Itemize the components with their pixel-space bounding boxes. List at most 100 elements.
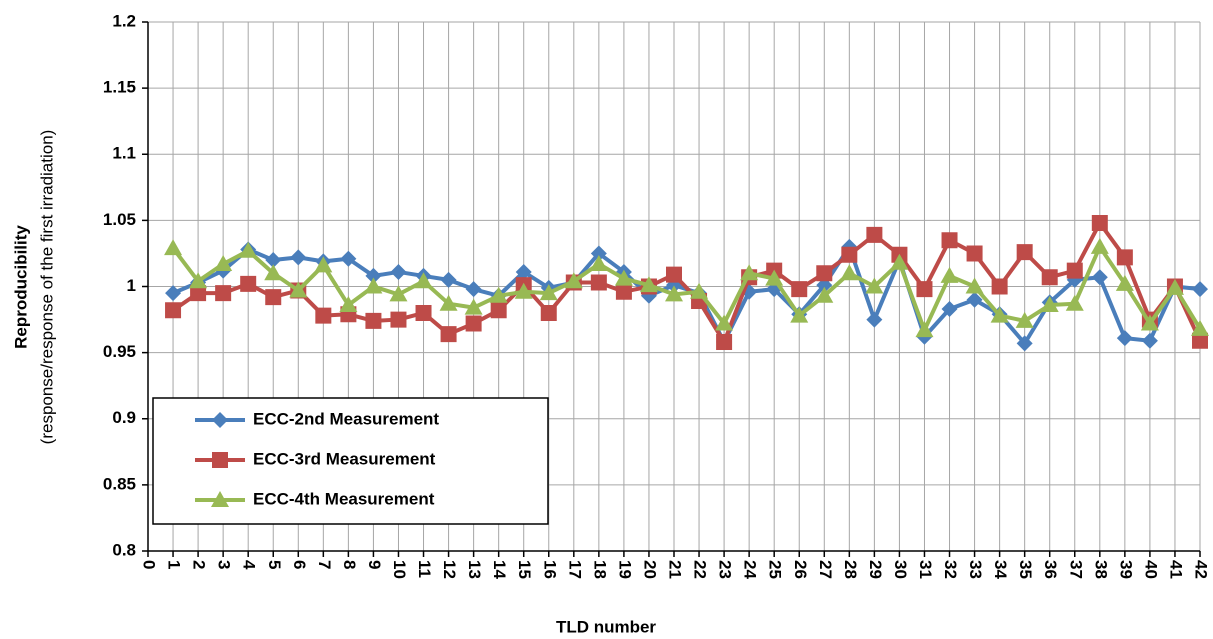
marker <box>464 298 483 315</box>
x-tick-label: 8 <box>340 560 359 569</box>
marker <box>615 283 632 300</box>
x-tick-label: 5 <box>265 560 284 569</box>
x-tick-label: 31 <box>916 560 935 579</box>
marker <box>390 311 407 328</box>
marker <box>240 275 257 292</box>
y-tick-label: 0.8 <box>112 540 136 559</box>
legend: ECC-2nd Measurement ECC-3rd Measurement EC… <box>152 397 549 525</box>
x-tick-label: 16 <box>540 560 559 579</box>
x-tick-label: 23 <box>716 560 735 579</box>
x-tick-label: 9 <box>365 560 384 569</box>
marker <box>514 282 533 299</box>
marker <box>791 281 808 298</box>
marker <box>590 245 607 262</box>
marker <box>1116 249 1133 266</box>
y-tick-label: 1.1 <box>112 144 136 163</box>
legend-label: ECC-4th Measurement <box>253 489 435 508</box>
marker <box>214 255 233 272</box>
x-tick-label: 35 <box>1016 560 1035 579</box>
marker <box>364 277 383 294</box>
marker <box>564 272 583 289</box>
x-tick-label: 34 <box>991 560 1010 579</box>
y-tick-label: 0.95 <box>103 342 136 361</box>
marker <box>1066 262 1083 279</box>
marker <box>212 452 228 468</box>
x-tick-label: 25 <box>766 560 785 579</box>
marker <box>290 249 307 266</box>
marker <box>1091 269 1108 286</box>
marker <box>315 307 332 324</box>
marker <box>1115 274 1134 291</box>
marker <box>915 321 934 338</box>
marker <box>1192 332 1208 349</box>
marker <box>539 284 558 301</box>
marker <box>365 312 382 329</box>
marker <box>414 272 433 289</box>
x-tick-label: 22 <box>691 560 710 579</box>
marker <box>716 334 733 351</box>
marker <box>415 304 432 321</box>
y-tick-label: 1.2 <box>112 11 136 30</box>
marker <box>440 326 457 343</box>
x-tick-label: 26 <box>791 560 810 579</box>
marker <box>589 255 608 272</box>
x-tick-label: 11 <box>415 560 434 578</box>
marker <box>289 281 308 298</box>
marker <box>265 289 282 306</box>
marker <box>190 285 207 302</box>
marker <box>1192 281 1208 298</box>
marker <box>941 232 958 249</box>
y-axis-title: Reproducibility <box>11 225 30 349</box>
x-tick-label: 13 <box>465 560 484 579</box>
x-tick-label: 38 <box>1091 560 1110 579</box>
marker <box>389 285 408 302</box>
marker <box>314 256 333 273</box>
x-tick-label: 30 <box>891 560 910 579</box>
x-tick-label: 33 <box>966 560 985 579</box>
marker <box>865 277 884 294</box>
y-tick-label: 0.85 <box>103 474 136 493</box>
marker <box>690 282 709 299</box>
marker <box>916 281 933 298</box>
x-tick-label: 0 <box>140 560 159 569</box>
y-tick-label: 1.15 <box>103 78 136 97</box>
y-tick-label: 1 <box>127 276 136 295</box>
x-tick-label: 15 <box>515 560 534 579</box>
marker <box>740 264 759 281</box>
x-tick-label: 19 <box>615 560 634 579</box>
marker <box>614 269 633 286</box>
marker <box>866 226 883 243</box>
x-tick-label: 6 <box>290 560 309 569</box>
marker <box>365 267 382 284</box>
marker <box>941 300 958 317</box>
marker <box>965 277 984 294</box>
marker <box>815 286 834 303</box>
x-tick-label: 29 <box>866 560 885 579</box>
marker <box>1016 335 1033 352</box>
marker <box>1091 215 1108 232</box>
series-line <box>171 244 1202 333</box>
marker <box>265 252 282 269</box>
marker <box>465 281 482 298</box>
x-tick-label: 42 <box>1192 560 1211 579</box>
x-tick-label: 20 <box>640 560 659 579</box>
marker <box>489 286 508 303</box>
x-tick-label: 18 <box>590 560 609 579</box>
y-tick-label: 0.9 <box>112 408 136 427</box>
marker <box>590 274 607 291</box>
x-tick-label: 28 <box>841 560 860 579</box>
marker <box>215 285 232 302</box>
marker <box>465 315 482 332</box>
marker <box>264 264 283 281</box>
x-tick-label: 36 <box>1041 560 1060 579</box>
marker <box>966 245 983 262</box>
x-tick-label: 14 <box>490 560 509 579</box>
marker <box>1165 278 1184 295</box>
marker <box>1116 330 1133 347</box>
marker <box>940 266 959 283</box>
x-tick-label: 40 <box>1141 560 1160 579</box>
marker <box>1016 244 1033 261</box>
marker <box>164 239 183 256</box>
marker <box>866 311 883 328</box>
marker <box>515 263 532 280</box>
